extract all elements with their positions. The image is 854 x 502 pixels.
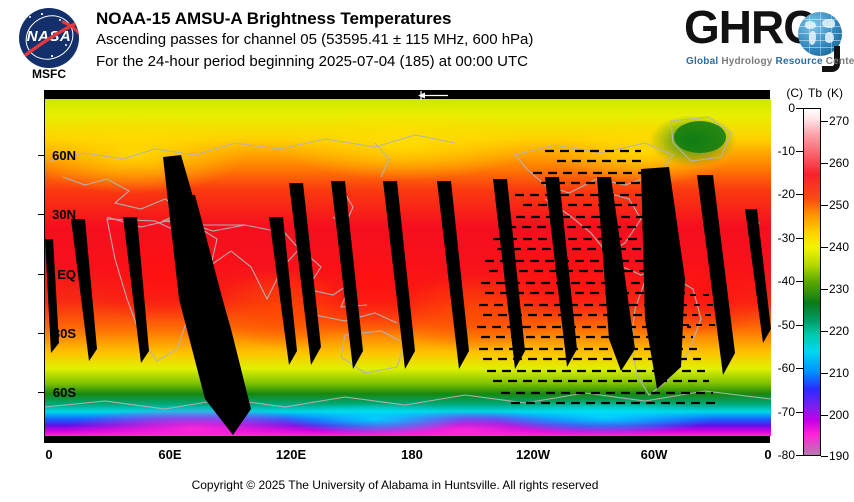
cb-label-c-80: -80: [777, 448, 795, 462]
lat-tick-30n: [38, 214, 44, 215]
cb-tick-k-250: [821, 205, 828, 206]
ghrc-c-hook: [822, 46, 840, 72]
north-pointer-marker: [418, 91, 448, 100]
lat-label-60s: 60S: [52, 385, 76, 400]
cb-label-k-190: 190: [829, 449, 850, 463]
cb-tick-c-10: [796, 151, 803, 152]
colorbar-gradient: [803, 108, 821, 456]
cb-tick-c-60: [796, 368, 803, 369]
cb-label-c-50: -50: [777, 318, 795, 332]
lat-tick-30s: [38, 333, 44, 334]
lat-tick-60n: [38, 155, 44, 156]
lon-label-60w: 60W: [640, 447, 668, 462]
subtitle-period: For the 24-hour period beginning 2025-07…: [96, 53, 528, 70]
cb-tick-k-270: [821, 121, 828, 122]
ghrc-sub-word-resource: Resource: [775, 56, 823, 67]
lat-label-30s: 30S: [52, 326, 76, 341]
subtitle-channel: Ascending passes for channel 05 (53595.4…: [96, 31, 534, 48]
cb-tick-c-30: [796, 238, 803, 239]
lon-label-0-right: 0: [764, 447, 772, 462]
cb-label-c-40: -40: [777, 274, 795, 288]
cb-tick-k-220: [821, 331, 828, 332]
cb-label-k-260: 260: [829, 156, 850, 170]
nasa-swoosh-icon: [19, 19, 79, 62]
lat-tick-eq: [38, 274, 44, 275]
colorbar-header: (C) Tb (K): [781, 86, 854, 100]
lon-label-60e: 60E: [158, 447, 182, 462]
colorbar-variable-label: Tb: [807, 86, 822, 100]
ghrc-sub-word-center: Center: [825, 56, 854, 67]
lon-label-120e: 120E: [275, 447, 307, 462]
cb-label-k-230: 230: [829, 282, 850, 296]
lat-label-30n: 30N: [52, 207, 76, 222]
cb-tick-c-80: [796, 455, 803, 456]
lon-label-180: 180: [401, 447, 423, 462]
cb-label-k-200: 200: [829, 408, 850, 422]
page-title: NOAA-15 AMSU-A Brightness Temperatures: [96, 9, 452, 28]
cb-tick-k-200: [821, 415, 828, 416]
map-frame: [44, 90, 771, 443]
map-raster: [45, 99, 771, 436]
colorbar-unit-celsius: (C): [786, 86, 803, 100]
cb-tick-k-260: [821, 163, 828, 164]
cb-tick-k-230: [821, 289, 828, 290]
cb-label-c-20: -20: [777, 187, 795, 201]
colorbar-unit-kelvin: (K): [827, 86, 843, 100]
cb-tick-c-0: [796, 108, 803, 109]
cb-label-c-60: -60: [777, 361, 795, 375]
cb-label-k-270: 270: [829, 114, 850, 128]
cb-label-k-210: 210: [829, 366, 850, 380]
title-block: NOAA-15 AMSU-A Brightness Temperatures A…: [96, 8, 696, 73]
cb-tick-k-190: [821, 456, 828, 457]
ghrc-subtitle: Global Hydrology Resource Center: [686, 56, 854, 67]
msfc-label: MSFC: [32, 67, 66, 81]
cb-tick-c-50: [796, 325, 803, 326]
cb-tick-c-20: [796, 194, 803, 195]
nasa-meatball-icon: NASA: [19, 8, 79, 68]
lon-label-0-left: 0: [45, 447, 53, 462]
cb-label-c-0: 0: [788, 101, 795, 115]
ghrc-sub-word-global: Global: [686, 56, 719, 67]
cb-label-k-240: 240: [829, 240, 850, 254]
cb-tick-c-40: [796, 281, 803, 282]
lon-label-120w: 120W: [516, 447, 550, 462]
nasa-msfc-logo: NASA MSFC: [12, 6, 86, 81]
cb-tick-k-210: [821, 373, 828, 374]
cb-tick-c-70: [796, 412, 803, 413]
cb-label-k-250: 250: [829, 198, 850, 212]
cb-label-c-70: -70: [777, 405, 795, 419]
cb-label-k-220: 220: [829, 324, 850, 338]
lat-tick-60s: [38, 392, 44, 393]
ghrc-logo: GHRC Global Hydrology Resource Center: [684, 2, 854, 74]
lat-label-eq: EQ: [57, 267, 76, 282]
colorbar: (C) Tb (K) 0 -10 -20 -30 -40 -50 -60 -70 -…: [778, 86, 854, 476]
ghrc-sub-word-hydrology: Hydrology: [721, 56, 773, 67]
cb-label-c-10: -10: [777, 144, 795, 158]
copyright-notice: Copyright © 2025 The University of Alaba…: [191, 478, 599, 492]
lat-label-60n: 60N: [52, 148, 76, 163]
cb-label-c-30: -30: [777, 231, 795, 245]
ghrc-wordmark: GHRC: [684, 1, 816, 53]
cb-tick-k-240: [821, 247, 828, 248]
brightness-temperature-map: [45, 99, 771, 436]
